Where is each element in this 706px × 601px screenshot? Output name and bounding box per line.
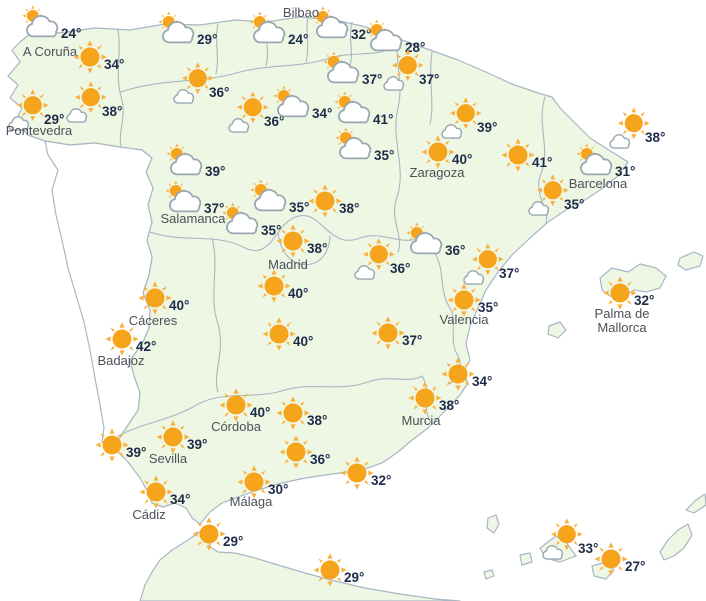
temperature-label: 24°: [288, 32, 309, 47]
temperature-label: 35°: [289, 200, 310, 215]
city-label: Cádiz: [132, 507, 166, 522]
temperature-label: 40°: [452, 152, 473, 167]
temperature-label: 36°: [310, 452, 331, 467]
cloud-sun-icon: [402, 222, 446, 260]
temperature-label: 39°: [187, 437, 208, 452]
city-label: Málaga: [229, 494, 273, 509]
temperature-label: 35°: [261, 223, 282, 238]
cloud-sun-icon: [154, 11, 198, 49]
temperature-label: 38°: [102, 104, 123, 119]
temperature-label: 34°: [170, 492, 191, 507]
temperature-label: 33°: [578, 541, 599, 556]
temperature-label: 34°: [472, 374, 493, 389]
city-label: Cáceres: [128, 313, 178, 328]
cloud-sun-icon: [218, 202, 262, 240]
temperature-label: 40°: [169, 298, 190, 313]
city-label: Valencia: [439, 312, 489, 327]
city-label: Córdoba: [211, 419, 261, 434]
city-label: Barcelona: [568, 176, 628, 191]
morocco-coast: [139, 526, 461, 601]
temperature-label: 41°: [373, 112, 394, 127]
temperature-label: 32°: [634, 293, 655, 308]
cloud-sun-icon: [269, 85, 313, 123]
temperature-label: 36°: [390, 261, 411, 276]
temperature-label: 35°: [374, 148, 395, 163]
temperature-label: 39°: [126, 445, 147, 460]
temperature-label: 34°: [104, 57, 125, 72]
city-label: Palma de Mallorca: [594, 306, 650, 335]
temperature-label: 29°: [344, 570, 365, 585]
temperature-label: 37°: [402, 333, 423, 348]
temperature-label: 32°: [371, 473, 392, 488]
temperature-label: 38°: [307, 413, 328, 428]
temperature-label: 37°: [362, 72, 383, 87]
cloud-sun-icon: [330, 91, 374, 129]
city-label: Sevilla: [148, 451, 188, 466]
temperature-label: 39°: [477, 120, 498, 135]
cloud-sun-icon: [319, 51, 363, 89]
city-label: Bilbao: [282, 5, 320, 20]
temperature-label: 24°: [61, 26, 82, 41]
city-label: Pontevedra: [5, 123, 73, 138]
temperature-label: 39°: [205, 164, 226, 179]
cloud-sun-icon: [18, 5, 62, 43]
city-label: Murcia: [401, 413, 441, 428]
temperature-label: 30°: [268, 482, 289, 497]
city-label: A Coruña: [22, 44, 78, 59]
city-label: Badajoz: [97, 353, 145, 368]
temperature-label: 41°: [532, 155, 553, 170]
city-label: Madrid: [268, 257, 308, 272]
city-label: Zaragoza: [409, 165, 465, 180]
temperature-label: 38°: [307, 241, 328, 256]
temperature-label: 40°: [250, 405, 271, 420]
temperature-label: 29°: [223, 534, 244, 549]
temperature-label: 35°: [478, 300, 499, 315]
cloud-sun-icon: [331, 127, 375, 165]
menorca-island: [677, 251, 704, 271]
temperature-label: 29°: [44, 112, 65, 127]
temperature-label: 31°: [615, 164, 636, 179]
temperature-label: 37°: [419, 72, 440, 87]
temperature-label: 37°: [499, 266, 520, 281]
cloud-sun-icon: [162, 143, 206, 181]
temperature-label: 32°: [351, 27, 372, 42]
temperature-label: 36°: [264, 114, 285, 129]
ibiza-island: [547, 321, 567, 339]
temperature-label: 37°: [204, 201, 225, 216]
temperature-label: 34°: [312, 106, 333, 121]
temperature-label: 36°: [209, 85, 230, 100]
temperature-label: 42°: [136, 339, 157, 354]
temperature-label: 38°: [645, 130, 666, 145]
temperature-label: 38°: [439, 398, 460, 413]
temperature-label: 40°: [293, 334, 314, 349]
temperature-label: 35°: [564, 197, 585, 212]
temperature-label: 28°: [405, 40, 426, 55]
temperature-label: 29°: [197, 32, 218, 47]
portugal: [44, 140, 154, 451]
temperature-label: 27°: [625, 559, 646, 574]
temperature-label: 36°: [445, 243, 466, 258]
temperature-label: 38°: [339, 201, 360, 216]
temperature-label: 40°: [288, 286, 309, 301]
city-label: Salamanca: [160, 211, 226, 226]
cloud-sun-icon: [245, 11, 289, 49]
